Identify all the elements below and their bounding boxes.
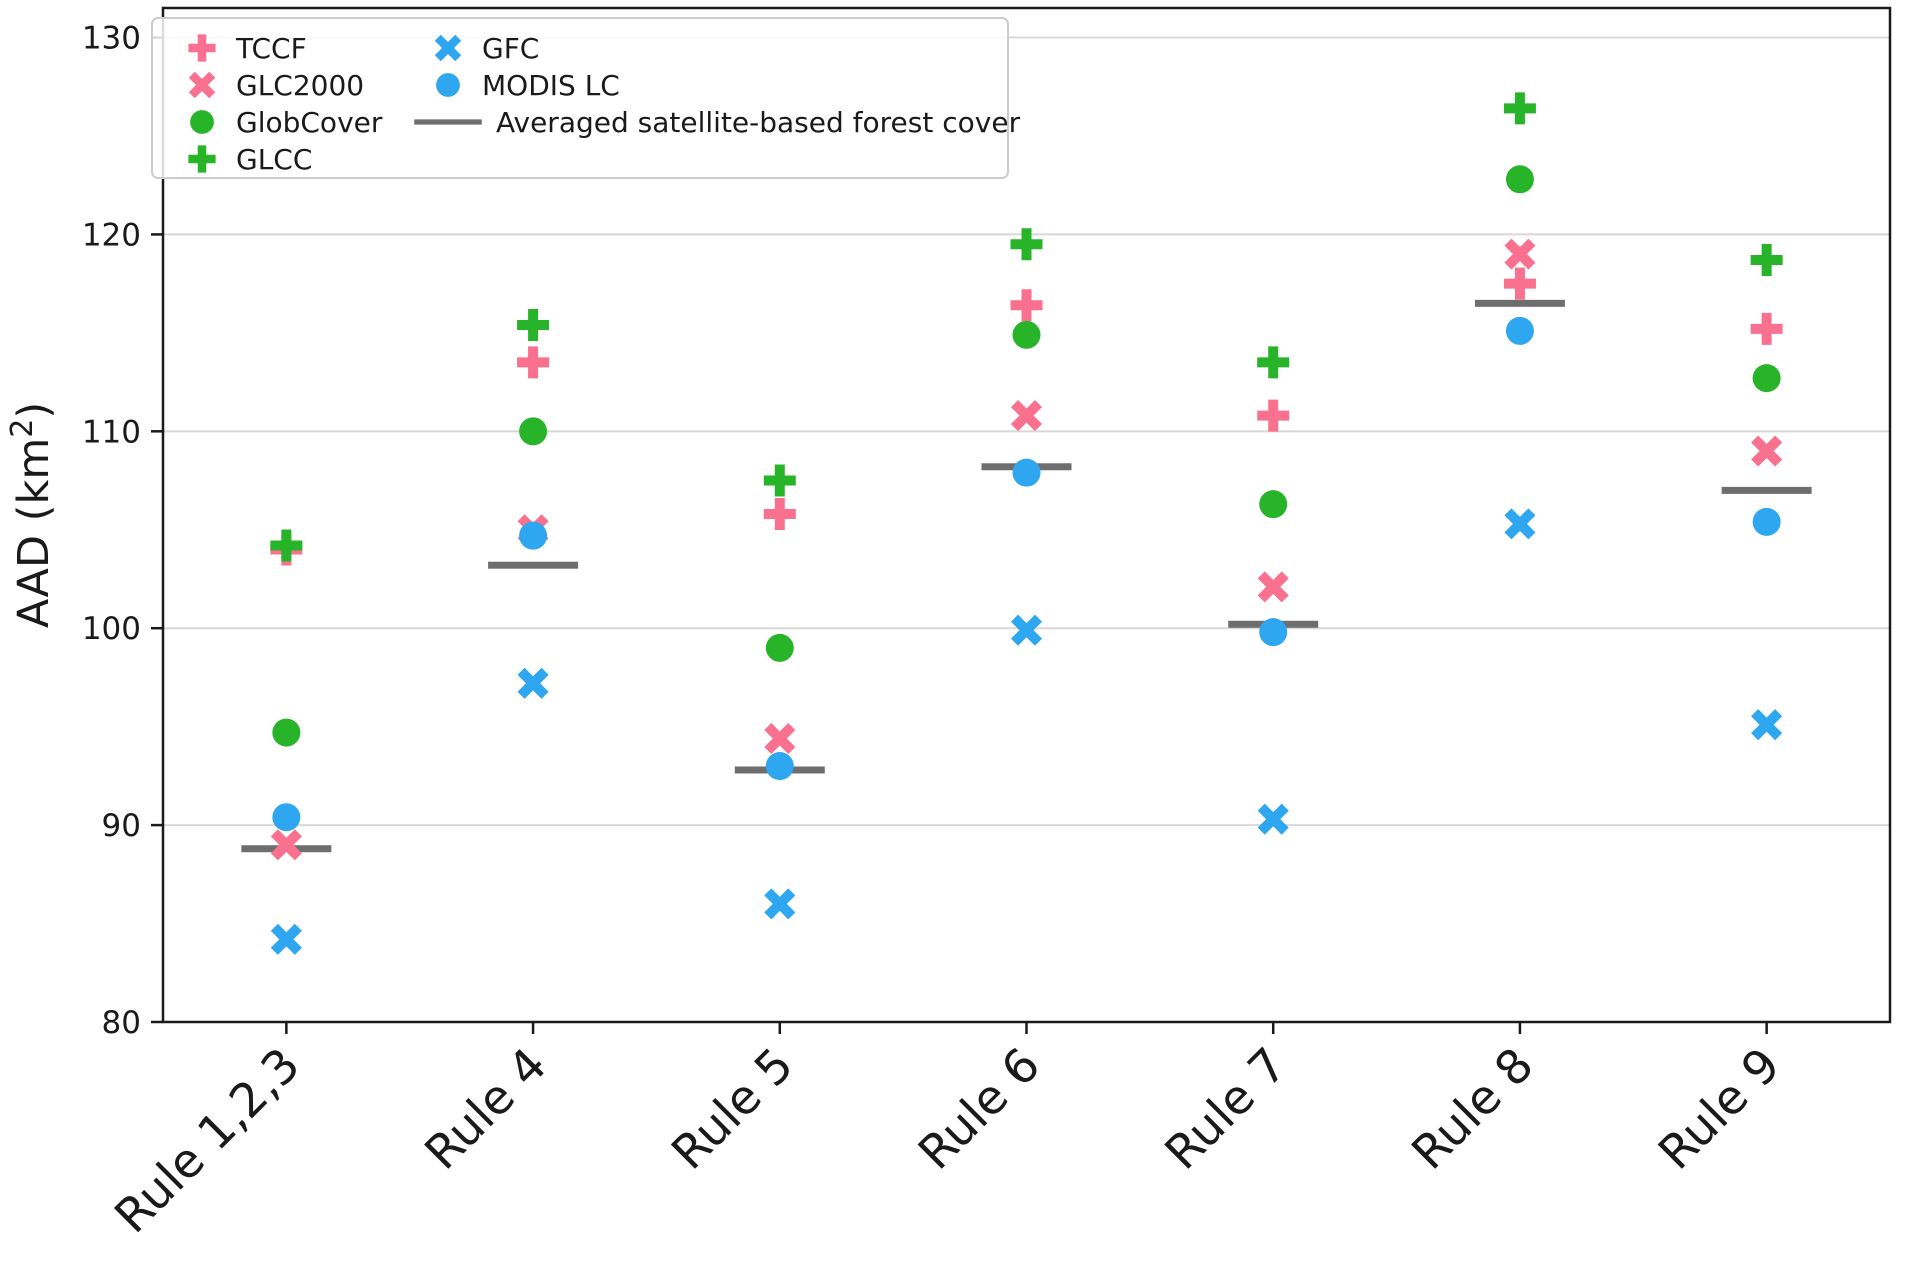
legend-item-averaged-satellite-based-forest-cover: Averaged satellite-based forest cover bbox=[414, 106, 1021, 139]
legend-item-tccf: TCCF bbox=[188, 32, 307, 65]
data-point bbox=[270, 829, 302, 861]
data-point bbox=[1257, 399, 1290, 432]
data-point bbox=[272, 718, 301, 747]
y-axis: 80 90 100 110 120 130 bbox=[82, 21, 163, 1041]
data-point bbox=[488, 561, 579, 569]
legend-item-label: MODIS LC bbox=[482, 69, 620, 102]
data-point bbox=[1257, 571, 1289, 603]
data-point bbox=[1505, 165, 1534, 194]
data-point bbox=[272, 803, 301, 832]
modis-lc-marker-icon bbox=[436, 73, 460, 97]
legend-item-glcc: GLCC bbox=[188, 143, 312, 176]
data-point bbox=[1474, 299, 1565, 307]
data-point bbox=[519, 417, 548, 446]
data-point bbox=[764, 722, 796, 755]
legend: TCCF GLC2000 GlobCover GLCC GFC MODIS LC Avera… bbox=[151, 17, 1021, 179]
legend-box bbox=[151, 17, 1009, 179]
y-tick-label: 110 bbox=[82, 414, 141, 450]
x-tick-label: Rule 1,2,3 bbox=[104, 1038, 310, 1244]
data-point bbox=[1257, 803, 1289, 835]
data-point bbox=[517, 667, 549, 699]
x-tick-label: Rule 9 bbox=[1648, 1038, 1791, 1181]
data-point bbox=[1010, 614, 1043, 646]
data-point bbox=[1010, 400, 1043, 432]
series-glcc bbox=[270, 92, 1783, 562]
data-point bbox=[764, 888, 796, 920]
series-modis-lc bbox=[272, 316, 1781, 832]
glc2000-marker-icon bbox=[188, 71, 216, 99]
x-tick-label: Rule 7 bbox=[1155, 1038, 1298, 1181]
data-point bbox=[1751, 709, 1783, 741]
data-point bbox=[1752, 364, 1781, 393]
data-point bbox=[763, 464, 796, 497]
legend-item-label: Averaged satellite-based forest cover bbox=[496, 106, 1021, 139]
data-point bbox=[1257, 346, 1290, 379]
y-tick-label: 80 bbox=[102, 1005, 141, 1041]
data-point bbox=[765, 633, 794, 662]
series-globcover bbox=[272, 165, 1781, 747]
x-tick-label: Rule 4 bbox=[415, 1038, 558, 1181]
data-point bbox=[1012, 458, 1041, 487]
legend-item-label: GLC2000 bbox=[236, 69, 364, 102]
data-point bbox=[1012, 320, 1041, 349]
data-point bbox=[1751, 435, 1783, 467]
y-axis-label: AAD (km2) bbox=[5, 402, 59, 628]
gridlines bbox=[163, 36, 1890, 1023]
data-point bbox=[1259, 618, 1288, 647]
data-point bbox=[1752, 507, 1781, 536]
gfc-marker-icon bbox=[434, 34, 462, 62]
globcover-marker-icon bbox=[190, 110, 214, 134]
data-point bbox=[517, 346, 550, 379]
data-point bbox=[1010, 228, 1043, 261]
legend-item-label: GLCC bbox=[236, 143, 312, 176]
legend-item-modis-lc: MODIS LC bbox=[436, 69, 620, 102]
x-tick-label: Rule 6 bbox=[908, 1038, 1051, 1181]
legend-item-label: GFC bbox=[482, 32, 539, 65]
tccf-marker-icon bbox=[188, 34, 216, 62]
data-point bbox=[270, 529, 303, 562]
data-point bbox=[1750, 312, 1783, 345]
data-point bbox=[270, 923, 302, 955]
data-point bbox=[1503, 267, 1536, 300]
legend-item-glc2000: GLC2000 bbox=[188, 69, 364, 102]
data-point bbox=[763, 498, 796, 531]
legend-item-label: TCCF bbox=[235, 32, 307, 65]
y-tick-label: 120 bbox=[82, 217, 141, 253]
y-tick-label: 130 bbox=[82, 21, 141, 57]
glcc-marker-icon bbox=[188, 145, 216, 173]
data-point bbox=[1503, 92, 1536, 125]
data-point bbox=[1010, 289, 1043, 322]
x-tick-label: Rule 8 bbox=[1401, 1038, 1544, 1181]
data-point bbox=[1721, 486, 1812, 494]
x-tick-label: Rule 5 bbox=[661, 1038, 804, 1181]
data-point bbox=[1750, 244, 1783, 277]
data-point bbox=[1259, 490, 1288, 519]
y-tick-label: 100 bbox=[82, 611, 141, 647]
series-averaged-satellite-based-forest-cover bbox=[241, 299, 1812, 853]
averaged-satellite-based-forest-cover-marker-icon bbox=[414, 119, 482, 125]
data-point bbox=[1505, 316, 1534, 345]
data-point bbox=[517, 308, 550, 341]
data-point bbox=[1504, 238, 1536, 270]
data-point bbox=[765, 752, 794, 781]
legend-item-label: GlobCover bbox=[236, 106, 383, 139]
data-point bbox=[519, 521, 548, 550]
data-point bbox=[1504, 508, 1536, 540]
legend-item-globcover: GlobCover bbox=[190, 106, 383, 139]
series-gfc bbox=[270, 508, 1783, 955]
y-tick-label: 90 bbox=[102, 808, 141, 844]
legend-item-gfc: GFC bbox=[434, 32, 539, 65]
x-axis: Rule 1,2,3 Rule 4 Rule 5 Rule 6 Rule 7 Rule 8… bbox=[104, 1022, 1791, 1244]
